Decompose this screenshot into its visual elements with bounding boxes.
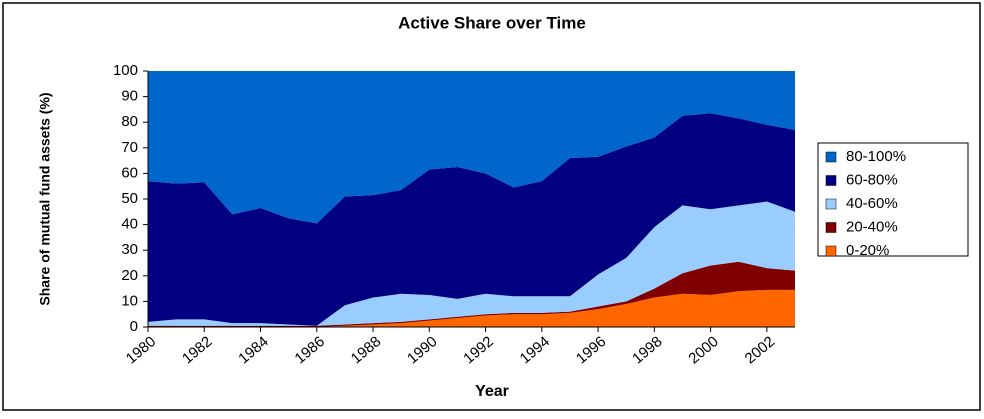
y-tick-label: 90	[121, 88, 138, 105]
y-tick-label: 10	[121, 292, 138, 309]
y-tick-label: 0	[130, 318, 138, 335]
legend-label: 40-60%	[846, 195, 898, 212]
area	[148, 289, 795, 327]
y-tick-label: 50	[121, 190, 138, 207]
area	[148, 113, 795, 326]
legend-label: 0-20%	[846, 242, 889, 259]
y-tick-label: 20	[121, 267, 138, 284]
y-tick-label: 30	[121, 241, 138, 258]
y-tick-label: 100	[113, 62, 138, 79]
legend-label: 60-80%	[846, 171, 898, 188]
area	[148, 71, 795, 224]
legend-swatch	[825, 175, 837, 186]
y-tick-label: 60	[121, 164, 138, 181]
legend-swatch	[825, 245, 837, 257]
x-axis-label: Year	[475, 383, 509, 400]
area	[148, 261, 795, 327]
legend-box	[817, 142, 969, 257]
y-tick-label: 80	[121, 113, 138, 130]
legend-swatch	[825, 198, 837, 210]
legend-swatch	[825, 151, 837, 163]
legend-label: 80-100%	[846, 148, 906, 165]
area	[148, 201, 795, 326]
chart-title: Active Share over Time	[398, 13, 586, 32]
y-tick-label: 70	[121, 139, 138, 156]
legend-swatch	[825, 222, 837, 233]
y-axis-label: Share of mutual fund assets (%)	[37, 92, 53, 305]
y-tick-label: 40	[121, 216, 138, 233]
legend-label: 20-40%	[846, 218, 898, 235]
